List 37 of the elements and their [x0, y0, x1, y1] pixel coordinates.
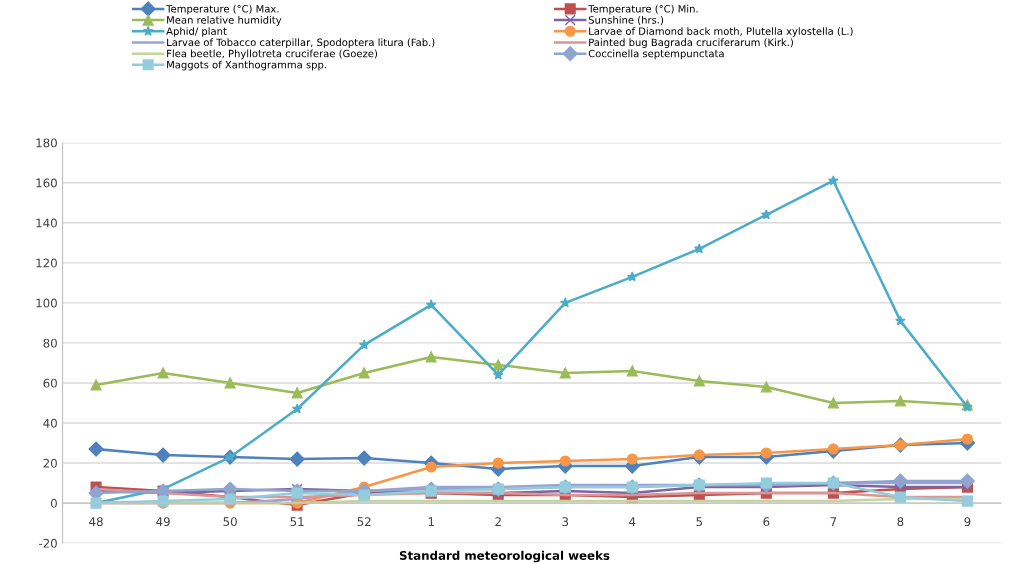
x-tick-label: 7: [830, 517, 837, 526]
x-axis-title: Standard meteorological weeks: [399, 550, 610, 563]
x-tick-label: 2: [495, 517, 501, 526]
x-tick-label: 5: [696, 517, 703, 527]
x-tick-label: 3: [562, 517, 569, 527]
x-tick-label: 8: [897, 517, 904, 527]
y-tick-label: 160: [36, 178, 57, 188]
y-tick-label: 0: [50, 498, 57, 508]
y-tick-label: 140: [36, 218, 57, 228]
legend-label: Larvae of Diamond back moth, Plutella xylostella (L.): [589, 27, 853, 37]
legend-label: Sunshine (hrs.): [588, 16, 664, 25]
legend-label: Painted bug Bagrada cruciferarum (Kirk.): [589, 38, 793, 49]
legend-label: Larvae of Tobacco caterpillar, Spodoptera litura (Fab.): [167, 38, 435, 49]
x-tick-label: 52: [357, 517, 371, 527]
legend-label: Mean relative humidity: [167, 16, 282, 26]
y-tick-label: 80: [43, 338, 57, 348]
y-tick-label: 20: [43, 458, 57, 468]
x-tick-label: 51: [290, 517, 304, 527]
x-tick-label: 1: [428, 517, 434, 526]
x-tick-label: 4: [629, 517, 636, 526]
y-tick-label: 40: [43, 418, 57, 428]
y-tick-label: 120: [36, 258, 57, 268]
x-tick-label: 49: [156, 517, 170, 527]
y-tick-label: -20: [38, 538, 57, 548]
legend-label: Temperature (°C) Max.: [166, 4, 279, 15]
x-tick-label: 9: [964, 517, 971, 527]
y-tick-label: 100: [36, 298, 57, 308]
legend-label: Coccinella septempunctata: [588, 49, 724, 60]
legend-label: Maggots of Xanthogramma spp.: [167, 60, 326, 71]
legend-label: Temperature (°C) Min.: [588, 4, 698, 15]
y-tick-label: 180: [36, 138, 57, 148]
y-tick-label: 60: [43, 378, 57, 388]
x-tick-label: 6: [763, 517, 770, 527]
x-tick-label: 48: [89, 517, 103, 527]
x-tick-label: 50: [223, 517, 237, 527]
legend-label: Aphid/ plant: [166, 27, 227, 37]
legend-label: Flea beetle, Phyllotreta cruciferae (Goeze): [167, 49, 377, 60]
